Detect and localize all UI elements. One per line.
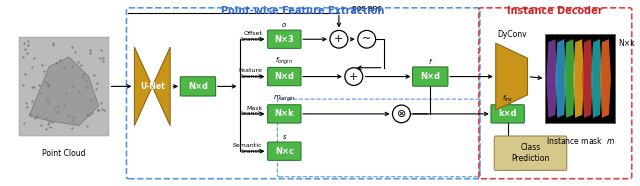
Text: N×k: N×k <box>275 109 294 118</box>
Polygon shape <box>573 39 584 118</box>
FancyBboxPatch shape <box>180 77 216 96</box>
Text: N×d: N×d <box>420 72 440 81</box>
Polygon shape <box>547 39 557 118</box>
Text: DyConv: DyConv <box>497 30 527 39</box>
FancyBboxPatch shape <box>268 142 301 160</box>
Text: Instance mask  $m$: Instance mask $m$ <box>545 134 614 145</box>
FancyBboxPatch shape <box>491 105 524 123</box>
Text: Mask
branch: Mask branch <box>241 105 262 116</box>
Circle shape <box>330 30 348 48</box>
Text: $\otimes$: $\otimes$ <box>396 108 406 119</box>
Polygon shape <box>29 57 99 126</box>
Text: N×d: N×d <box>188 82 208 91</box>
Polygon shape <box>496 43 527 110</box>
FancyBboxPatch shape <box>413 67 448 86</box>
Text: $f_{origin}$: $f_{origin}$ <box>275 55 293 67</box>
Polygon shape <box>600 39 611 118</box>
Polygon shape <box>152 47 170 126</box>
FancyBboxPatch shape <box>268 30 301 48</box>
Polygon shape <box>134 47 152 126</box>
FancyBboxPatch shape <box>494 136 567 170</box>
Text: N×3: N×3 <box>275 35 294 44</box>
Text: $m_{origin}$: $m_{origin}$ <box>273 94 296 104</box>
Text: k×d: k×d <box>499 109 517 118</box>
Text: Semantic
branch: Semantic branch <box>233 143 262 154</box>
Circle shape <box>392 105 410 123</box>
Text: Point-wise Feature Extraction: Point-wise Feature Extraction <box>221 6 385 16</box>
Text: Class
Prediction: Class Prediction <box>511 143 550 163</box>
Text: $f_{ins}$: $f_{ins}$ <box>502 94 513 104</box>
FancyBboxPatch shape <box>268 105 301 123</box>
Text: +: + <box>334 34 344 44</box>
Text: N×k: N×k <box>618 39 634 48</box>
Polygon shape <box>19 37 109 135</box>
Text: +: + <box>349 72 358 82</box>
Text: Feature
branch: Feature branch <box>239 68 262 79</box>
Text: pos enc: pos enc <box>352 4 381 13</box>
Polygon shape <box>556 39 566 118</box>
Polygon shape <box>582 39 593 118</box>
Text: Instance Decoder: Instance Decoder <box>508 6 603 16</box>
Text: $s$: $s$ <box>282 133 287 141</box>
Polygon shape <box>591 39 602 118</box>
Text: N×c: N×c <box>275 147 294 156</box>
Text: $f$: $f$ <box>428 57 433 66</box>
FancyBboxPatch shape <box>545 34 615 123</box>
FancyBboxPatch shape <box>268 68 301 86</box>
Text: N×d: N×d <box>275 72 294 81</box>
Text: Point Cloud: Point Cloud <box>42 149 86 158</box>
Text: Offset
branch: Offset branch <box>241 31 262 42</box>
Circle shape <box>358 30 376 48</box>
Text: U-Net: U-Net <box>140 82 164 91</box>
Text: ~: ~ <box>362 34 371 44</box>
Text: $o$: $o$ <box>282 21 287 29</box>
Circle shape <box>345 68 363 85</box>
Polygon shape <box>564 39 575 118</box>
